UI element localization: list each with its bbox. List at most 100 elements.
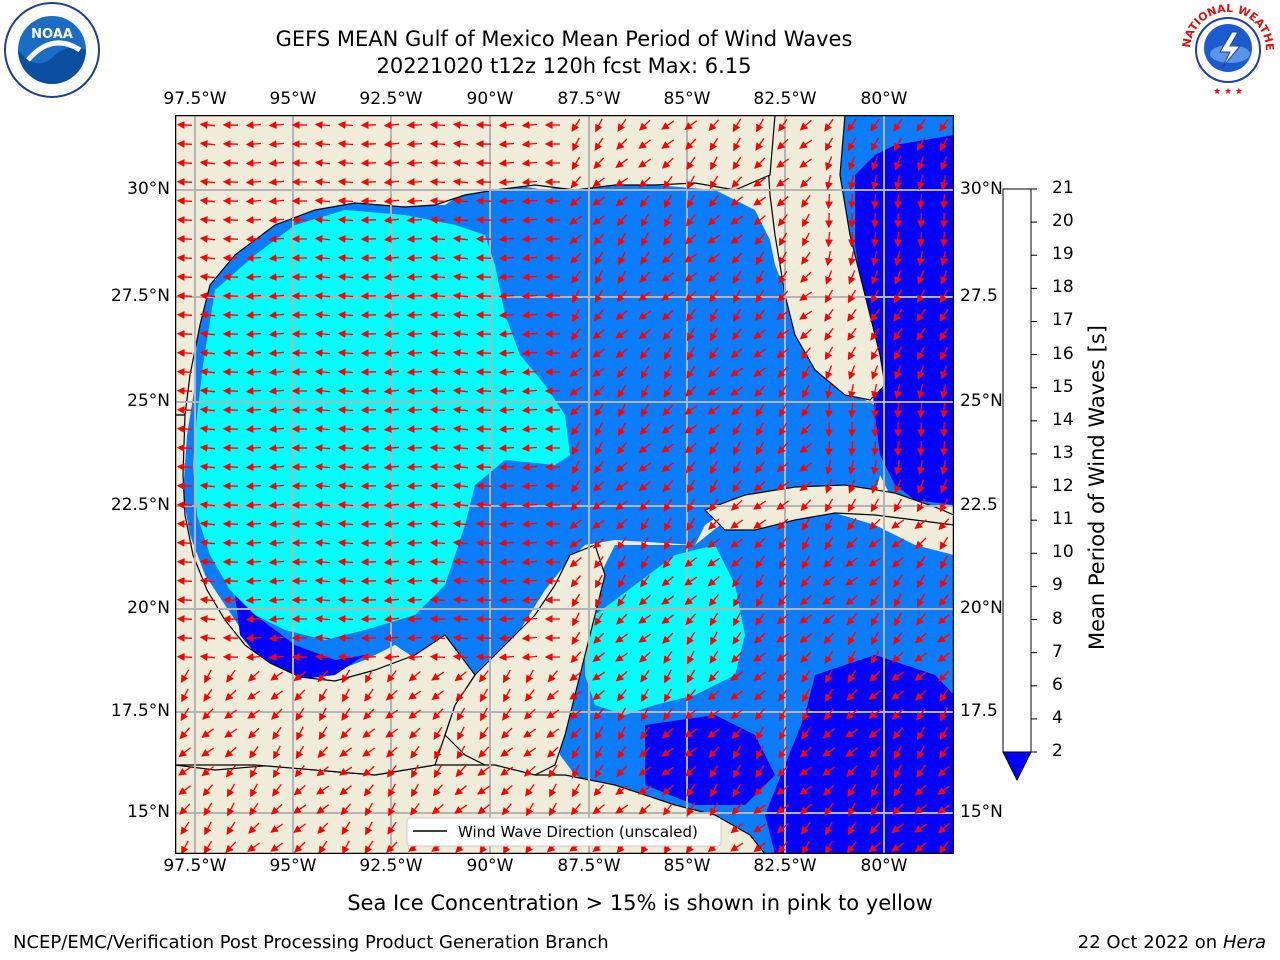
wind-arrow [730, 709, 743, 720]
wind-arrow [641, 536, 649, 551]
wind-arrow [822, 747, 836, 757]
wind-arrow [521, 121, 538, 129]
wind-arrow [383, 311, 400, 319]
wind-arrow [176, 178, 193, 186]
wind-arrow [684, 557, 697, 568]
wind-arrow [245, 349, 262, 357]
wind-arrow [709, 764, 719, 778]
wind-arrow [615, 461, 628, 473]
wind-arrow [730, 215, 744, 225]
wind-arrow [801, 669, 811, 683]
wind-arrow [383, 501, 400, 509]
wind-arrow [708, 746, 720, 759]
wind-arrow [756, 745, 764, 760]
wind-arrow [638, 119, 651, 131]
wind-arrow [268, 539, 285, 547]
wind-arrow [687, 346, 695, 361]
wind-arrow [569, 386, 583, 396]
wind-arrow [569, 404, 582, 416]
wind-arrow [939, 308, 949, 322]
wind-arrow [199, 387, 216, 395]
wind-arrow [916, 137, 926, 152]
wind-arrow [433, 726, 443, 740]
wind-arrow [938, 746, 949, 759]
colorbar-tick-label: 9 [1052, 575, 1063, 596]
wind-arrow [245, 520, 262, 528]
wind-arrow [383, 254, 400, 262]
wind-arrow [870, 118, 880, 132]
wind-arrow [521, 444, 538, 452]
wind-arrow [893, 346, 903, 361]
wind-arrow [406, 463, 423, 471]
wind-arrow [431, 671, 445, 681]
wind-arrow [176, 425, 193, 433]
wind-arrow [661, 614, 674, 624]
wind-arrow [638, 443, 651, 454]
wind-arrow [245, 653, 262, 661]
wind-arrow [825, 459, 833, 476]
low-period-region-caribbean [765, 655, 954, 854]
wind-arrow [939, 118, 949, 132]
wind-arrow [456, 707, 466, 722]
wind-arrow [710, 479, 718, 494]
wind-arrow [756, 118, 764, 133]
wind-arrow [617, 232, 627, 247]
wind-arrow [777, 765, 789, 777]
wind-arrow [638, 481, 651, 491]
wind-arrow [337, 273, 354, 281]
wind-arrow [498, 368, 515, 376]
wind-arrow [825, 156, 833, 171]
wind-arrow [684, 120, 697, 130]
wind-arrow [498, 140, 515, 148]
wind-arrow [894, 174, 902, 191]
wind-arrow [452, 653, 469, 661]
wind-arrow [383, 425, 400, 433]
wind-arrow [571, 270, 581, 284]
wind-arrow [314, 197, 331, 205]
wind-arrow [661, 727, 674, 739]
wind-arrow [662, 404, 674, 417]
wind-arrow [202, 784, 214, 797]
wind-arrow [549, 783, 557, 798]
wind-arrow [686, 327, 695, 342]
wind-arrow [314, 501, 331, 509]
wind-arrow [268, 520, 285, 528]
wind-arrow [870, 612, 879, 627]
wind-arrow [337, 520, 354, 528]
wind-arrow [268, 330, 285, 338]
wind-arrow [176, 349, 193, 357]
lat-label-left: 27.5°N [110, 286, 170, 306]
wind-arrow [250, 783, 258, 798]
wind-arrow [498, 444, 515, 452]
colorbar-title: Mean Period of Wind Waves [s] [1085, 325, 1109, 650]
wind-arrow [871, 783, 879, 798]
wind-arrow [429, 482, 446, 490]
wind-arrow [245, 292, 262, 300]
wind-arrow [664, 213, 672, 228]
wind-arrow [825, 174, 833, 191]
wind-arrow [893, 308, 903, 322]
wind-arrow [593, 157, 605, 170]
map-legend: Wind Wave Direction (unscaled) [406, 817, 722, 847]
wind-arrow [570, 727, 582, 740]
wind-arrow [825, 383, 833, 400]
wind-arrow [893, 745, 903, 760]
wind-arrow [452, 330, 469, 338]
wind-arrow [940, 479, 948, 494]
wind-arrow [406, 254, 423, 262]
wind-arrow [776, 481, 790, 491]
wind-arrow [429, 235, 446, 243]
wind-arrow [429, 311, 446, 319]
wind-arrow [940, 383, 948, 400]
wind-arrow [938, 518, 950, 531]
wind-arrow [340, 727, 352, 739]
wind-arrow [848, 156, 856, 171]
wind-arrow [916, 555, 926, 569]
wind-arrow [894, 402, 902, 419]
wind-arrow [801, 251, 811, 265]
wind-arrow [521, 349, 538, 357]
wind-arrow [176, 634, 193, 642]
wind-arrow [753, 500, 767, 510]
wind-arrow [199, 634, 216, 642]
wind-arrow [663, 346, 673, 361]
